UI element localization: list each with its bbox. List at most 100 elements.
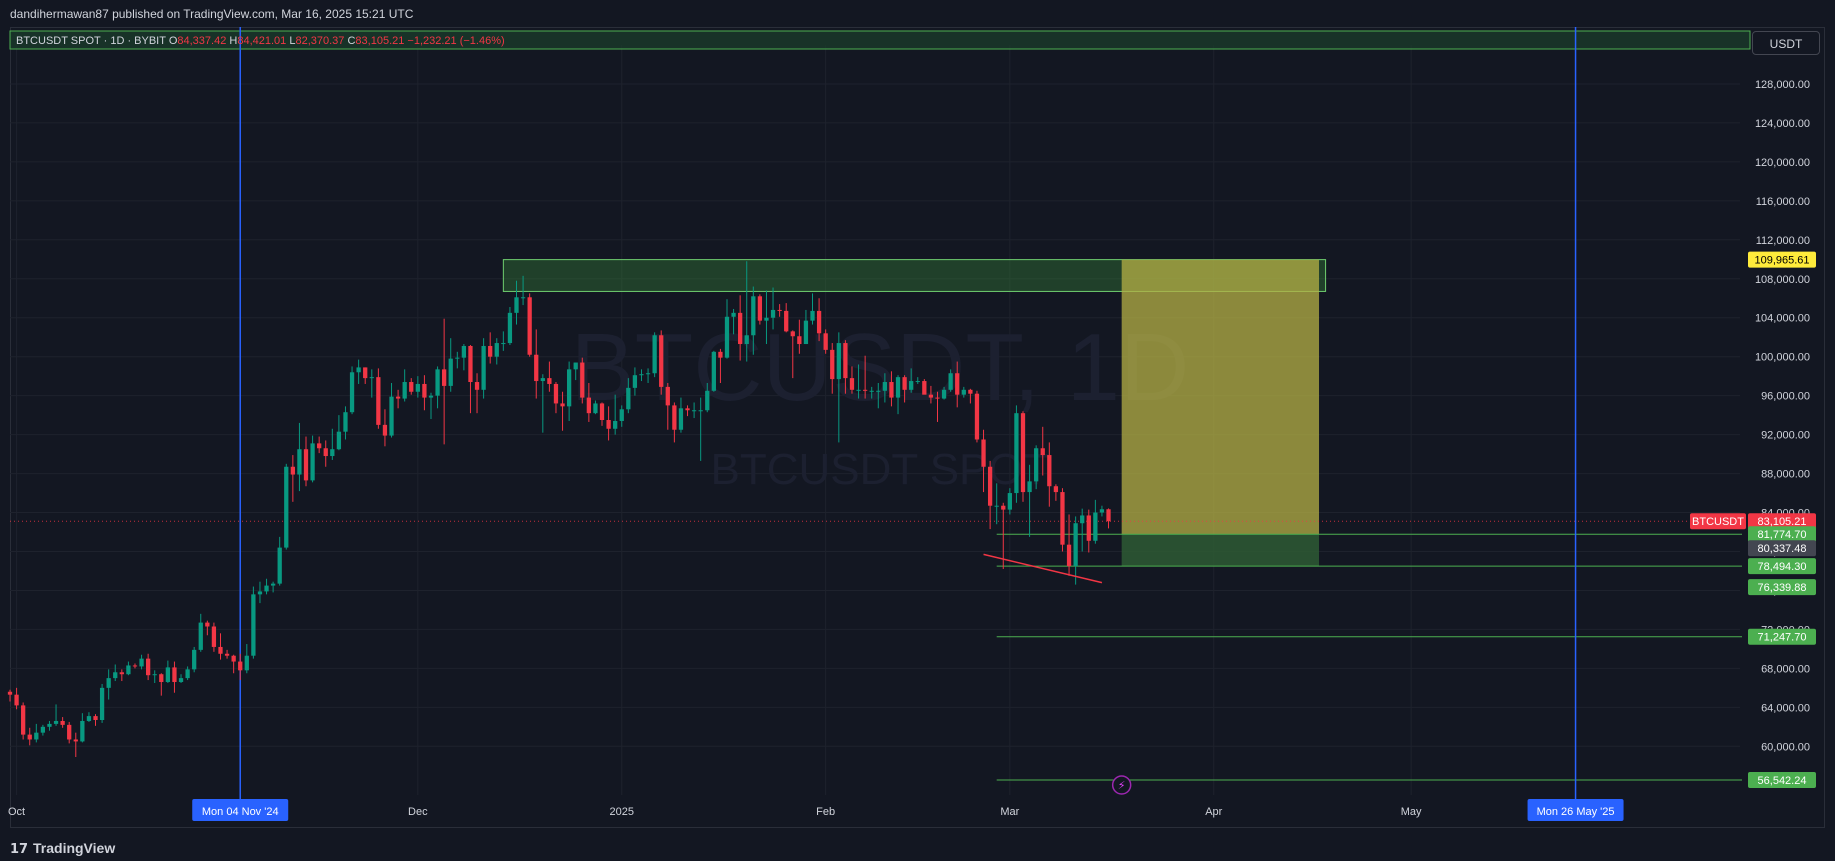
candle-body	[639, 374, 644, 376]
candle-body	[395, 396, 401, 399]
candle-body	[724, 316, 730, 358]
time-axis-tick: Mar	[1000, 806, 1019, 818]
candle-body	[224, 653, 230, 656]
candle-body	[1001, 505, 1006, 510]
candle-body	[27, 734, 32, 740]
symbol-tag-bg	[1690, 513, 1746, 530]
candle-body	[941, 389, 947, 399]
legend-open: 84,337.42	[177, 35, 227, 47]
footer: 𝟭𝟳 TradingView	[0, 832, 1835, 861]
candle-body	[34, 732, 39, 740]
candle-body	[862, 389, 868, 391]
watermark-main: BTCUSDT, 1D	[571, 314, 1190, 421]
candle-body	[211, 626, 217, 647]
stop-box	[1121, 534, 1320, 567]
candle-body	[764, 317, 769, 321]
candle-body	[895, 377, 901, 398]
candle-body	[593, 403, 598, 414]
trendline	[983, 553, 1103, 584]
top-band	[9, 30, 1751, 50]
candle-body	[185, 669, 190, 679]
candle-body	[553, 383, 559, 404]
candle-body	[488, 345, 493, 357]
time-axis-tick: Apr	[1205, 806, 1222, 818]
candle-body	[303, 449, 309, 481]
price-label: 78,494.30	[1748, 558, 1816, 575]
legend-low-label: L	[289, 35, 296, 47]
price-label-text: 78,494.30	[1758, 561, 1807, 573]
price-axis-tick: 92,000.00	[1761, 430, 1810, 442]
candle-body	[560, 403, 565, 407]
candle-body	[356, 367, 361, 373]
watermark-sub: BTCUSDT SPOT	[710, 445, 1049, 494]
candle-body	[494, 343, 499, 357]
candle-body	[382, 424, 388, 436]
candle-body	[1060, 492, 1065, 545]
price-label: 71,247.70	[1748, 628, 1816, 645]
legend-close-label: C	[347, 35, 356, 47]
candle-body	[751, 296, 756, 336]
candle-body	[632, 375, 638, 388]
price-label: 76,339.88	[1748, 579, 1816, 596]
candle-body	[455, 357, 460, 359]
candle-body	[14, 694, 19, 706]
candle-body	[277, 547, 282, 584]
candle-body	[935, 397, 940, 399]
candle-body	[1027, 481, 1032, 493]
legend-high-label: H	[229, 35, 238, 47]
candle-body	[599, 403, 605, 420]
candle-body	[731, 312, 736, 317]
candle-body	[402, 382, 407, 399]
price-label-text: 83,105.21	[1758, 516, 1807, 528]
candle-body	[586, 397, 591, 414]
price-label-text: 56,542.24	[1758, 775, 1807, 787]
candle-body	[1040, 448, 1045, 456]
candle-body	[974, 393, 980, 440]
candle-body	[665, 386, 670, 406]
price-axis-tick: 108,000.00	[1755, 274, 1810, 286]
price-axis-tick: 124,000.00	[1755, 118, 1810, 130]
candle-body	[172, 667, 177, 683]
candle-body	[481, 345, 486, 390]
price-label: 109,965.61	[1748, 251, 1816, 268]
candle-body	[192, 649, 197, 670]
price-label-text: 81,774.70	[1758, 529, 1807, 541]
candle-body	[711, 351, 716, 391]
candle-body	[343, 412, 348, 432]
time-highlight-label: Mon 26 May '25	[1537, 806, 1615, 818]
currency-button[interactable]: USDT	[1752, 31, 1820, 55]
price-label-text: 80,337.48	[1758, 543, 1807, 555]
candle-body	[501, 343, 506, 345]
candle-body	[770, 309, 776, 318]
candle-body	[474, 382, 480, 390]
candle-body	[7, 691, 13, 695]
candle-body	[889, 382, 894, 398]
candle-body	[448, 358, 453, 386]
candle-body	[790, 331, 795, 337]
candle-body	[468, 345, 473, 383]
time-highlight-bg	[192, 799, 289, 821]
candle-body	[415, 383, 420, 392]
candle-body	[961, 389, 966, 395]
price-axis-tick: 120,000.00	[1755, 157, 1810, 169]
candle-body	[540, 378, 545, 382]
candle-body	[1086, 515, 1091, 541]
candle-body	[777, 309, 782, 311]
price-axis-tick: 116,000.00	[1756, 196, 1810, 208]
candle-body	[422, 383, 427, 398]
candle-body	[297, 449, 302, 475]
candle-body	[652, 335, 657, 374]
price-label-bg	[1748, 540, 1816, 557]
event-marker-icon	[1111, 775, 1132, 795]
candle-body	[205, 622, 210, 627]
chart-area[interactable]	[10, 27, 1825, 828]
candle-body	[928, 394, 934, 398]
candle-body	[691, 410, 697, 412]
price-label-text: 71,247.70	[1758, 632, 1807, 644]
candle-body	[987, 466, 993, 506]
candle-body	[744, 335, 749, 345]
candle-body	[1007, 493, 1012, 510]
candle-body	[409, 382, 414, 392]
candle-body	[659, 335, 664, 387]
